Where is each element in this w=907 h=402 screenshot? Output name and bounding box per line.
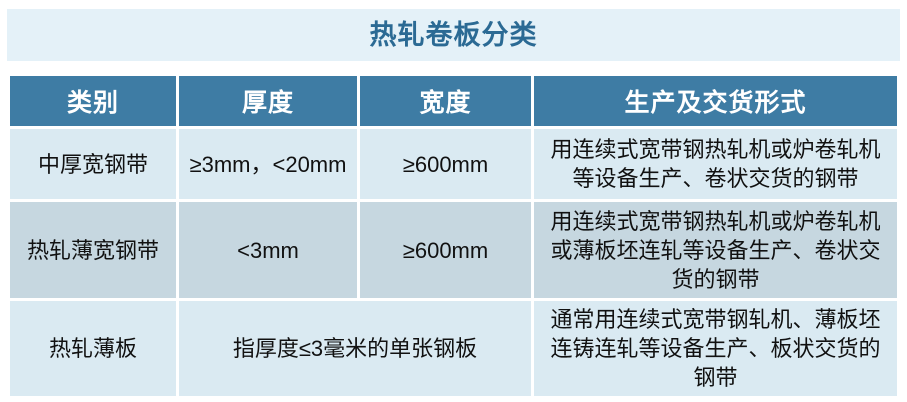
table-row: 热轧薄宽钢带 <3mm ≥600mm 用连续式宽带钢热轧机或炉卷轧机或薄板坯连轧… (10, 202, 897, 298)
header-category: 类别 (10, 76, 176, 126)
header-row: 类别 厚度 宽度 生产及交货形式 (10, 76, 897, 126)
cell-row3-thickness-width: 指厚度≤3毫米的单张钢板 (179, 301, 531, 396)
header-thickness: 厚度 (179, 76, 357, 126)
cell-row2-delivery: 用连续式宽带钢热轧机或炉卷轧机或薄板坯连轧等设备生产、卷状交货的钢带 (534, 202, 897, 298)
cell-row1-width: ≥600mm (360, 129, 531, 199)
cell-row3-delivery: 通常用连续式宽带钢轧机、薄板坯连铸连轧等设备生产、板状交货的钢带 (534, 301, 897, 396)
cell-row1-category: 中厚宽钢带 (10, 129, 176, 199)
header-width: 宽度 (360, 76, 531, 126)
table-row: 中厚宽钢带 ≥3mm，<20mm ≥600mm 用连续式宽带钢热轧机或炉卷轧机等… (10, 129, 897, 199)
cell-row2-category: 热轧薄宽钢带 (10, 202, 176, 298)
page-title: 热轧卷板分类 (7, 9, 900, 61)
header-delivery: 生产及交货形式 (534, 76, 897, 126)
classification-table: 类别 厚度 宽度 生产及交货形式 中厚宽钢带 ≥3mm，<20mm ≥600mm… (7, 73, 900, 399)
cell-row1-thickness: ≥3mm，<20mm (179, 129, 357, 199)
cell-row1-delivery: 用连续式宽带钢热轧机或炉卷轧机等设备生产、卷状交货的钢带 (534, 129, 897, 199)
cell-row2-thickness: <3mm (179, 202, 357, 298)
table-row: 热轧薄板 指厚度≤3毫米的单张钢板 通常用连续式宽带钢轧机、薄板坯连铸连轧等设备… (10, 301, 897, 396)
cell-row2-width: ≥600mm (360, 202, 531, 298)
cell-row3-category: 热轧薄板 (10, 301, 176, 396)
